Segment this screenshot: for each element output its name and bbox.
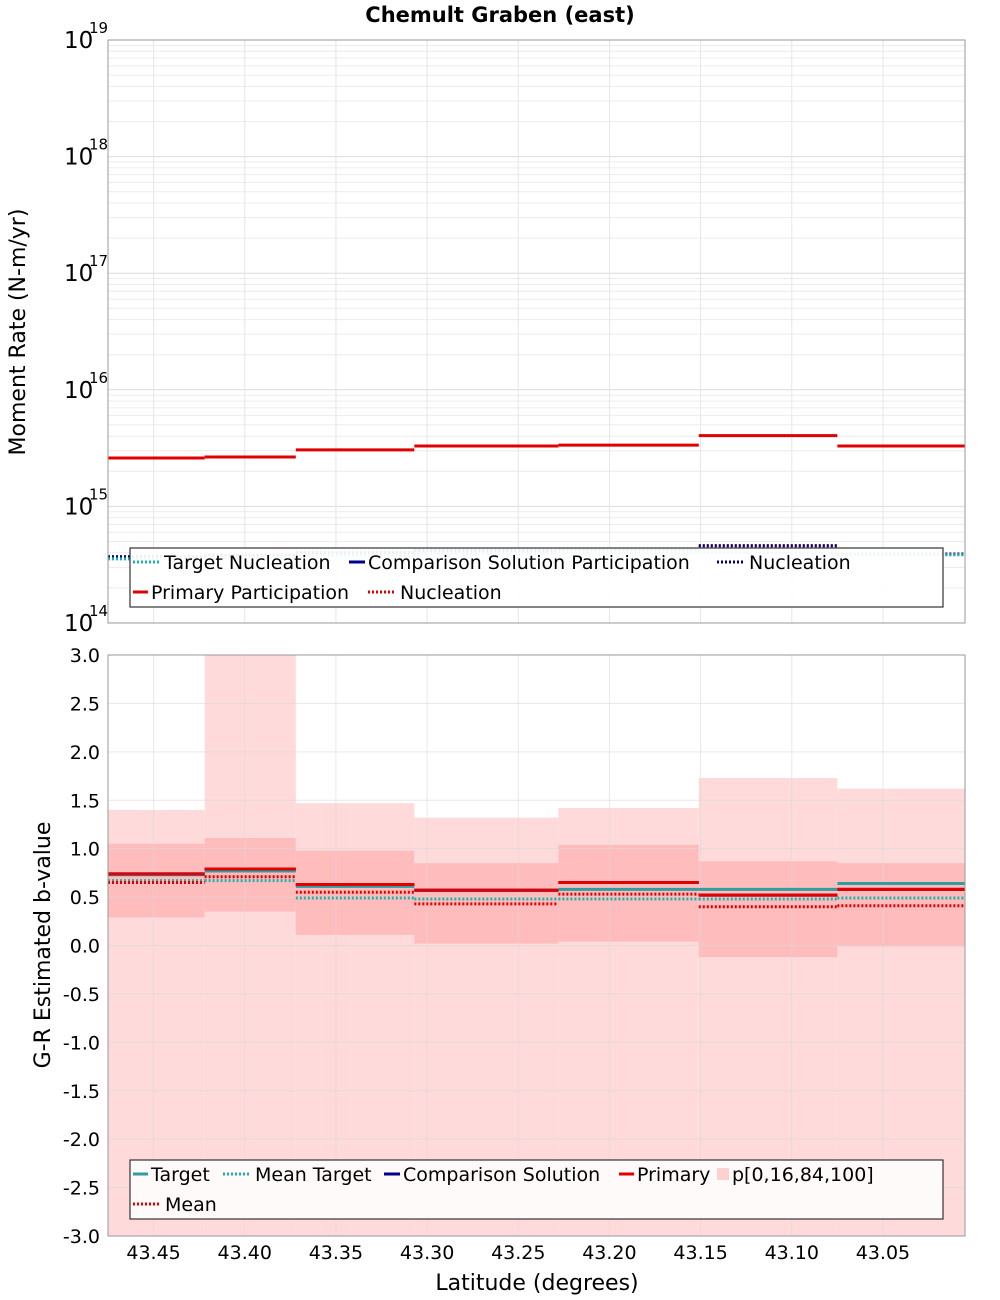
- legend-percentile-label: p[0,16,84,100]: [732, 1164, 874, 1186]
- bottom-legend-box: [129, 1159, 944, 1220]
- bottom-y-ticks: 3.0 2.5 2.0 1.5 1.0 0.5 0.0 -0.5 -1.0 -1.5 -2.0 -2.…: [63, 645, 100, 1248]
- bottom-y-tick-label: 1.5: [70, 790, 100, 812]
- bottom-y-tick-label: 2.0: [70, 742, 100, 764]
- bottom-y-tick-label: -3.0: [63, 1226, 100, 1248]
- bottom-plot-frame: [107, 654, 966, 1237]
- legend-mean-target-label: Mean Target: [255, 1164, 372, 1186]
- top-y-tick-label: 10: [64, 494, 93, 520]
- bottom-y-axis-label: G-R Estimated b-value: [31, 822, 56, 1069]
- bottom-y-tick-label: 1.0: [70, 839, 100, 861]
- x-tick-label: 43.10: [765, 1242, 819, 1264]
- top-legend-box: [129, 547, 944, 608]
- bottom-y-tick-label: -1.5: [63, 1081, 100, 1103]
- top-y-tick-exponent: 19: [89, 19, 108, 37]
- legend-comparison-participation-label: Comparison Solution Participation: [368, 552, 690, 574]
- x-axis-label: Latitude (degrees): [435, 1271, 638, 1296]
- bottom-x-ticks: 43.45 43.40 43.35 43.30 43.25 43.20 43.15 43.10…: [126, 1242, 910, 1264]
- x-tick-label: 43.40: [218, 1242, 272, 1264]
- top-y-tick-exponent: 17: [89, 252, 108, 270]
- legend-percentile-swatch: [717, 1168, 729, 1180]
- top-y-tick-exponent: 16: [89, 369, 108, 387]
- top-y-tick-label: 10: [64, 611, 93, 637]
- top-plot-area: [108, 40, 965, 623]
- x-tick-label: 43.25: [491, 1242, 545, 1264]
- bottom-y-tick-label: -0.5: [63, 984, 100, 1006]
- top-y-axis-label: Moment Rate (N-m/yr): [6, 209, 31, 456]
- bottom-y-tick-label: -2.5: [63, 1178, 100, 1200]
- top-grid: [108, 40, 965, 624]
- legend-target-label: Target: [150, 1164, 210, 1186]
- legend-primary-participation-label: Primary Participation: [151, 582, 349, 604]
- x-tick-label: 43.45: [126, 1242, 180, 1264]
- bottom-y-tick-label: 0.5: [70, 887, 100, 909]
- chart-title: Chemult Graben (east): [365, 3, 634, 27]
- bottom-y-tick-label: 2.5: [70, 693, 100, 715]
- top-y-tick-exponent: 18: [89, 136, 108, 154]
- top-y-tick-label: 10: [64, 378, 93, 404]
- top-legend: Target Nucleation Comparison Solution Pa…: [129, 547, 944, 608]
- bottom-y-tick-label: 3.0: [70, 645, 100, 667]
- band-p16-p84: [204, 838, 296, 912]
- top-y-tick-exponent: 15: [89, 485, 108, 503]
- top-y-tick-exponent: 14: [89, 602, 108, 620]
- bottom-grid: [108, 654, 965, 1237]
- top-plot-frame: [107, 39, 966, 624]
- legend-target-nucleation-label: Target Nucleation: [163, 552, 331, 574]
- legend-primary-label: Primary: [637, 1164, 710, 1186]
- legend-comparison-solution-label: Comparison Solution: [403, 1164, 600, 1186]
- bottom-legend: Target Mean Target Comparison Solution P…: [129, 1159, 944, 1220]
- legend-primary-nucleation-label: Nucleation: [400, 582, 502, 604]
- bottom-series: [108, 867, 965, 909]
- top-y-tick-label: 10: [64, 145, 93, 171]
- band-p16-p84: [295, 850, 415, 935]
- x-tick-label: 43.15: [673, 1242, 727, 1264]
- x-tick-label: 43.35: [309, 1242, 363, 1264]
- b-value-panel: 3.0 2.5 2.0 1.5 1.0 0.5 0.0 -0.5 -1.0 -1.5 -2.0 -2.…: [31, 645, 966, 1296]
- x-tick-label: 43.30: [400, 1242, 454, 1264]
- top-y-tick-label: 10: [64, 28, 93, 54]
- top-y-tick-label: 10: [64, 261, 93, 287]
- x-tick-label: 43.20: [582, 1242, 636, 1264]
- x-tick-label: 43.05: [856, 1242, 910, 1264]
- band-p16-p84: [698, 861, 838, 958]
- bottom-y-tick-label: 0.0: [70, 936, 100, 958]
- legend-comparison-nucleation-label: Nucleation: [749, 552, 851, 574]
- legend-mean-label: Mean: [165, 1194, 217, 1216]
- bottom-y-tick-label: -2.0: [63, 1129, 100, 1151]
- bottom-y-tick-label: -1.0: [63, 1032, 100, 1054]
